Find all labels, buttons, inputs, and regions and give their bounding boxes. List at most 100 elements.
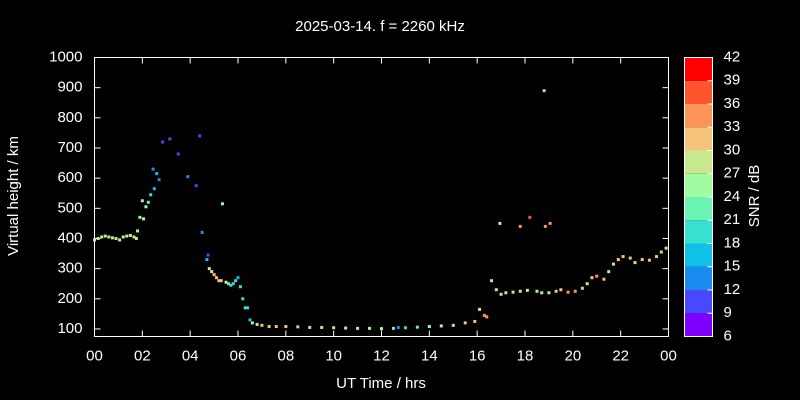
colorbar-segment [684,173,713,197]
data-point [320,325,324,329]
data-point [229,283,233,287]
data-point [633,261,637,265]
colorbar-tick-label: 6 [724,327,732,344]
data-point [241,297,245,301]
data-point [535,289,539,293]
data-point [391,326,395,330]
colorbar-segment [684,313,713,337]
data-point [463,321,467,325]
colorbar-segment [684,290,713,314]
data-point [248,318,252,322]
y-tick-label: 1000 [49,48,82,65]
data-point [267,325,271,329]
data-point [368,326,372,330]
data-point [607,270,611,274]
data-point [518,289,522,293]
data-point [659,250,663,254]
colorbar-tick-label: 21 [724,211,741,228]
colorbar-segment [684,220,713,244]
data-point [93,238,96,242]
plot-frame [94,57,669,337]
data-point [212,273,216,277]
colorbar-segment [684,80,713,104]
chart-title: 2025-03-14. f = 2260 kHz [295,18,465,35]
data-point [415,325,419,329]
y-tick-label: 200 [57,290,82,307]
data-point [308,325,312,329]
data-point [554,289,558,293]
data-point [647,258,651,262]
data-point [118,238,122,242]
data-point [573,289,577,293]
x-axis-label: UT Time / hrs [336,375,426,392]
data-point [380,327,383,331]
y-tick-label: 100 [57,320,82,337]
colorbar-tick-label: 39 [724,72,741,89]
data-point [498,221,502,225]
colorbar-tick-label: 27 [724,165,741,182]
data-point [490,279,494,283]
colorbar-segment [684,150,713,174]
x-tick-label: 14 [421,347,438,364]
colorbar-tick-label: 30 [724,141,741,158]
x-tick-label: 08 [277,347,294,364]
data-point [238,285,242,289]
data-point [220,202,224,206]
y-tick-label: 900 [57,79,82,96]
data-point [146,200,150,204]
x-tick-label: 00 [660,347,677,364]
data-point [542,89,546,93]
x-tick-label: 06 [230,347,247,364]
data-point [155,172,159,176]
data-point [224,280,228,284]
data-point [332,326,336,330]
data-point [274,325,278,329]
data-point [511,290,515,294]
data-point [427,325,431,329]
data-point [128,233,132,237]
data-point [547,291,551,295]
data-point [478,307,482,311]
x-tick-label: 18 [517,347,534,364]
data-point [255,322,259,326]
data-point [134,236,138,240]
data-point [198,134,202,138]
y-tick-label: 500 [57,199,82,216]
data-point [621,255,625,259]
data-point [595,274,599,278]
data-point [121,235,125,239]
y-tick-label: 700 [57,139,82,156]
x-tick-label: 12 [373,347,390,364]
data-point [590,276,594,280]
colorbar-tick-label: 18 [724,234,741,251]
data-point [566,290,570,294]
colorbar-segment [684,243,713,267]
data-point [664,246,668,250]
data-point [540,291,544,295]
data-point [161,140,165,144]
y-axis-label: Virtual height / km [5,136,22,256]
data-point [525,288,529,292]
data-point [543,224,547,228]
data-point [205,258,209,262]
data-point [499,292,503,296]
data-point [157,178,161,182]
data-point [107,235,111,239]
data-point [296,325,300,329]
data-point [138,215,142,219]
x-tick-label: 16 [469,347,486,364]
x-tick-label: 20 [564,347,581,364]
data-point [226,282,230,286]
data-point [640,258,644,262]
data-point [149,193,153,197]
data-point [655,255,659,259]
data-point [168,137,172,141]
data-point [628,256,632,260]
data-point [100,235,104,239]
data-point [439,324,443,328]
data-point [246,306,250,310]
data-point [611,262,615,266]
data-point [260,323,264,327]
data-point [616,258,620,262]
